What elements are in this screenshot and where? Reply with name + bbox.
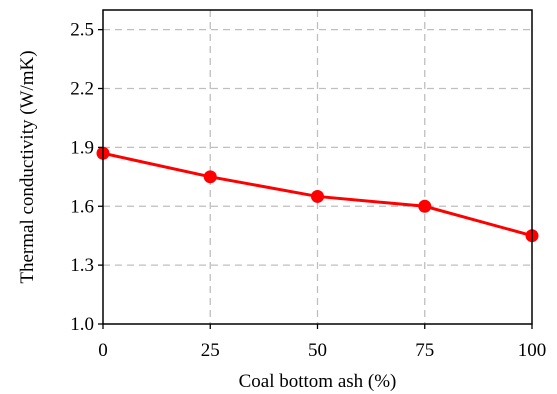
- x-tick-label: 100: [518, 340, 547, 361]
- y-axis-tick-labels: 1.0 1.3 1.6 1.9 2.2 2.5: [70, 20, 94, 335]
- y-tick-label: 1.3: [70, 255, 94, 276]
- y-tick-label: 1.6: [70, 196, 94, 217]
- y-tick-label: 1.9: [70, 137, 94, 158]
- x-tick-label: 25: [201, 340, 220, 361]
- x-tick-label: 75: [415, 340, 434, 361]
- tick-marks: [98, 28, 533, 329]
- grid: [103, 10, 532, 324]
- x-tick-label: 50: [308, 340, 327, 361]
- x-axis-tick-labels: 0 25 50 75 100: [98, 340, 546, 361]
- y-axis-title: Thermal conductivity (W/mK): [17, 50, 38, 283]
- y-tick-label: 1.0: [70, 314, 94, 335]
- data-point: [418, 199, 432, 213]
- data-point: [311, 189, 324, 203]
- x-axis-title: Coal bottom ash (%): [239, 371, 397, 392]
- x-tick-label: 0: [98, 340, 108, 361]
- data-point: [203, 170, 217, 184]
- y-tick-label: 2.5: [70, 20, 94, 41]
- y-tick-label: 2.2: [70, 79, 94, 100]
